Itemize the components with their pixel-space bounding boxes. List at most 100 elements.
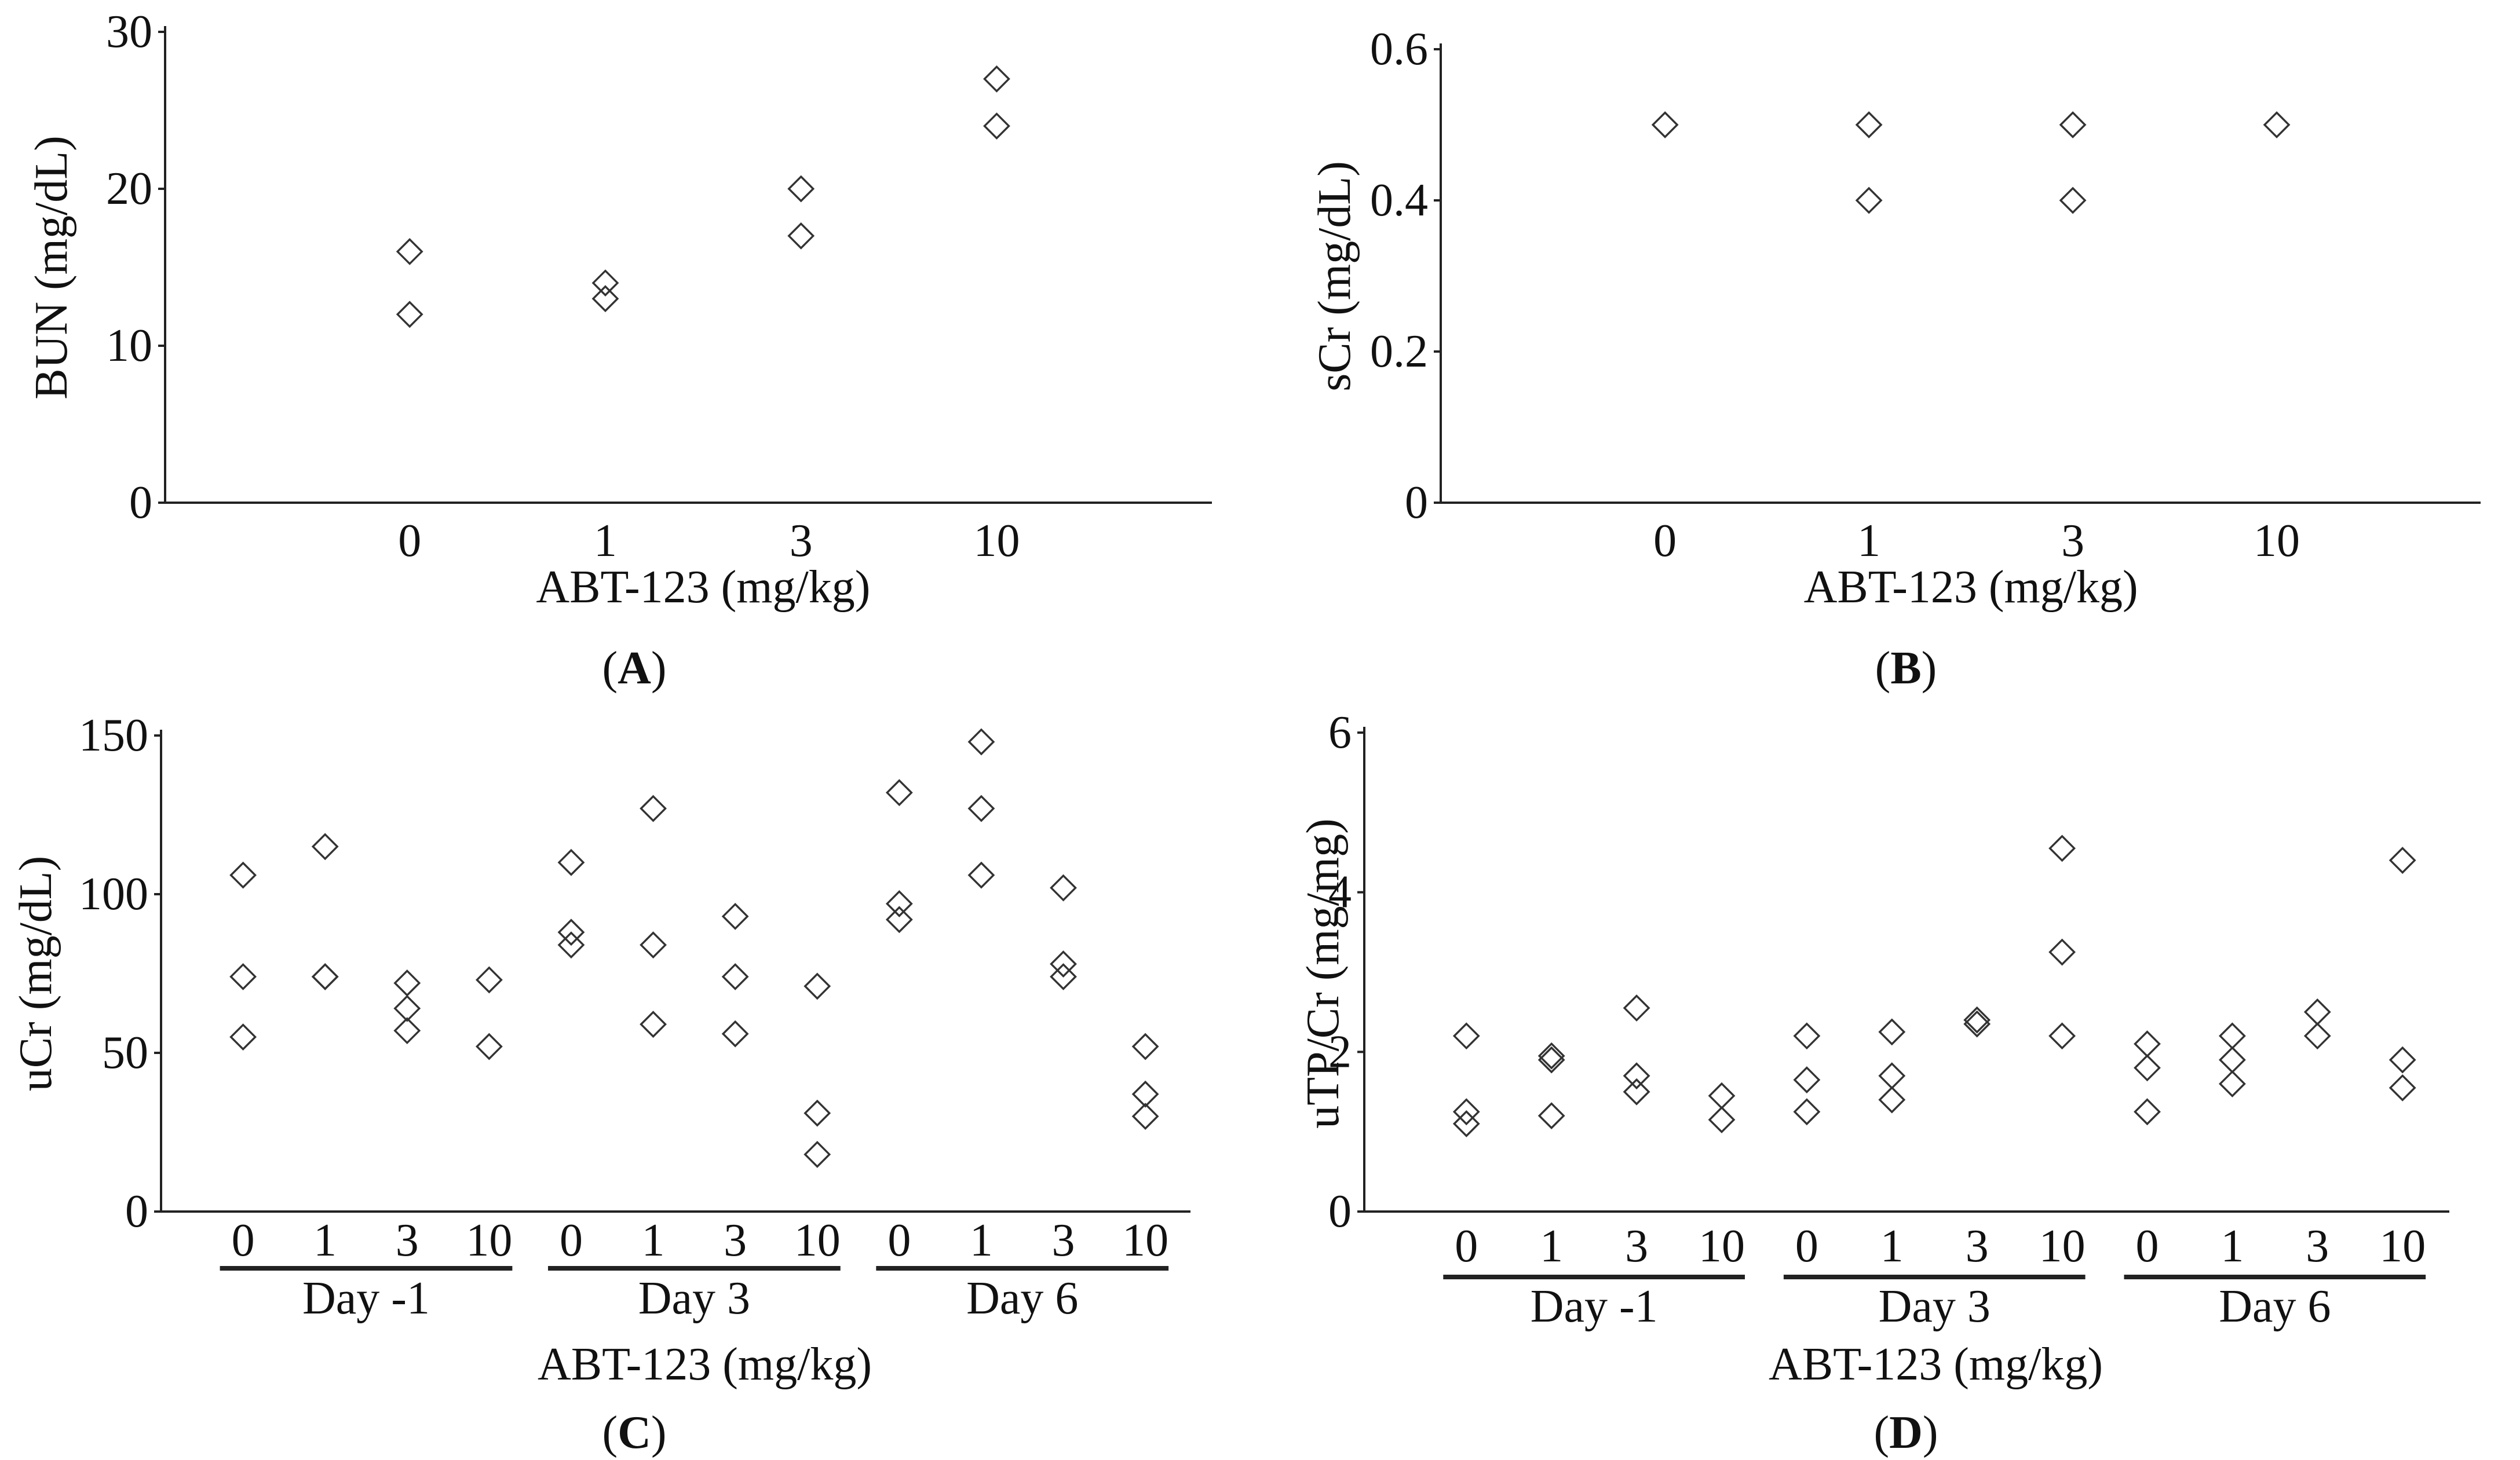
data-point-diamond [787,222,815,250]
panel-label: (A) [602,643,666,694]
data-point-diamond [1452,1098,1480,1126]
data-point-diamond [1855,111,1883,138]
data-point-diamond [1708,1082,1736,1110]
data-point-diamond [557,919,585,946]
data-point-diamond [2134,1030,2161,1058]
y-tick-label: 100 [79,869,148,920]
x-axis-title: ABT-123 (mg/kg) [536,562,870,613]
data-point-diamond [804,1140,831,1168]
y-tick-label: 2 [1328,1026,1352,1077]
data-point-diamond [1963,1006,1991,1034]
data-point-diamond [885,890,913,917]
x-tick-label: 0 [1795,1221,1818,1272]
data-point-diamond [1878,1018,1906,1046]
x-tick-label: 10 [2254,515,2300,566]
y-axis-title: BUN (mg/dL) [26,136,77,400]
x-tick-label: 3 [1966,1221,1989,1272]
group-label: Day -1 [1531,1281,1658,1332]
data-point-diamond [721,902,749,930]
x-tick-label: 10 [2039,1221,2086,1272]
panel-label: (C) [602,1407,666,1458]
data-point-diamond [1131,1033,1159,1060]
x-tick-label: 3 [1625,1221,1648,1272]
data-point-diamond [557,931,585,959]
data-point-diamond [1537,1042,1565,1070]
data-point-diamond [2388,1046,2416,1074]
x-axis-title: ABT-123 (mg/kg) [1804,562,2138,613]
data-point-diamond [229,963,257,990]
y-tick-label: 150 [79,710,148,761]
data-point-diamond [967,861,995,889]
data-point-diamond [967,795,995,822]
data-point-diamond [2263,111,2291,138]
data-point-diamond [2134,1054,2161,1082]
data-point-diamond [475,966,503,994]
data-point-diamond [2303,1022,2331,1050]
y-tick-label: 0.4 [1370,175,1428,226]
data-point-diamond [2059,186,2087,214]
data-point-diamond [640,795,667,822]
data-point-diamond [1708,1106,1736,1133]
x-tick-label: 10 [1699,1221,1745,1272]
y-tick-label: 0 [125,1186,148,1237]
x-tick-label: 0 [888,1215,911,1266]
data-point-diamond [967,728,995,756]
x-tick-label: 0 [1455,1221,1478,1272]
x-tick-label: 1 [1880,1221,1904,1272]
y-axis-title: sCr (mg/dL) [1309,161,1360,391]
x-tick-label: 1 [642,1215,665,1266]
data-point-diamond [1878,1062,1906,1090]
x-tick-label: 1 [594,515,617,566]
data-point-diamond [1623,1062,1650,1090]
data-point-diamond [2218,1070,2246,1097]
data-point-diamond [396,237,423,265]
data-point-diamond [2059,111,2087,138]
x-tick-label: 1 [1540,1221,1563,1272]
x-tick-label: 0 [232,1215,255,1266]
y-axis-title: uTP/Cr (mg/mg) [1298,818,1349,1129]
data-point-diamond [2048,938,2076,966]
data-point-diamond [1855,186,1883,214]
x-tick-label: 0 [560,1215,583,1266]
x-tick-label: 1 [1857,515,1880,566]
data-point-diamond [1131,1080,1159,1108]
data-point-diamond [1878,1086,1906,1114]
data-point-diamond [804,1099,831,1127]
data-point-diamond [311,963,339,990]
y-axis-title: uCr (mg/dL) [10,856,61,1092]
data-point-diamond [721,1020,749,1048]
data-point-diamond [2134,1098,2161,1126]
data-point-diamond [311,963,339,990]
data-point-diamond [557,848,585,876]
y-tick-label: 0 [129,477,152,528]
y-tick-label: 50 [102,1027,148,1078]
panel-d-utp-cr-chart: 0 2 4 6 uTP/Cr (mg/mg) 0 1 3 10 0 1 3 10 0 1 3 10 Day -1 D… [1298,707,2449,1458]
group-label: Day 3 [638,1273,750,1324]
x-tick-label: 0 [398,515,421,566]
x-tick-label: 10 [1122,1215,1168,1266]
data-point-diamond [1131,1103,1159,1130]
x-tick-label: 3 [1052,1215,1075,1266]
data-point-diamond [1050,950,1077,978]
panel-label: (D) [1873,1407,1938,1458]
data-point-diamond [1452,1110,1480,1137]
data-point-diamond [1793,1098,1821,1126]
data-point-diamond [396,301,423,328]
data-point-diamond [983,65,1010,93]
data-point-diamond [1963,1010,1991,1038]
data-point-diamond [2048,1022,2076,1050]
x-tick-label: 0 [2135,1221,2159,1272]
y-tick-label: 4 [1328,867,1352,918]
data-point-diamond [2303,998,2331,1026]
x-axis-title: ABT-123 (mg/kg) [1769,1339,2103,1390]
data-point-diamond [640,931,667,959]
data-point-diamond [1623,1078,1650,1106]
x-tick-label: 3 [2061,515,2084,566]
x-tick-label: 1 [2220,1221,2244,1272]
panel-a-bun-chart: 0 10 20 30 BUN (mg/dL) 0 1 3 10 ABT-123 (mg/kg) (A… [26,6,1212,694]
x-tick-label: 1 [970,1215,993,1266]
data-point-diamond [2388,1074,2416,1102]
data-point-diamond [1651,111,1679,138]
x-tick-label: 0 [1653,515,1677,566]
